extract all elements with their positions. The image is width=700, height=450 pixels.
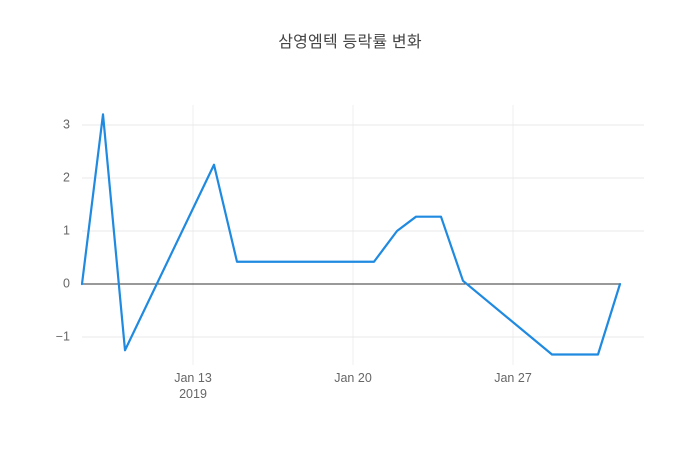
y-tick-label: −1 (56, 329, 70, 343)
x-tick-label: Jan 13 (174, 371, 212, 385)
vertical-gridlines (192, 105, 514, 365)
x-tick-label-year: 2019 (179, 387, 207, 401)
y-tick-label: 0 (63, 276, 70, 290)
y-tick-label: 3 (63, 117, 70, 131)
y-tick-label: 2 (63, 170, 70, 184)
horizontal-gridlines (82, 124, 644, 338)
y-axis-tick-labels: 3 2 1 0 −1 (56, 117, 70, 343)
x-tick-label: Jan 20 (334, 371, 372, 385)
y-tick-label: 1 (63, 223, 70, 237)
series-line (80, 113, 622, 356)
data-series-line (80, 113, 622, 356)
chart-title: 삼영엠텍 등락률 변화 (278, 34, 422, 51)
x-axis-tick-labels: Jan 13 2019 Jan 20 Jan 27 (174, 371, 532, 401)
x-tick-label: Jan 27 (494, 371, 532, 385)
